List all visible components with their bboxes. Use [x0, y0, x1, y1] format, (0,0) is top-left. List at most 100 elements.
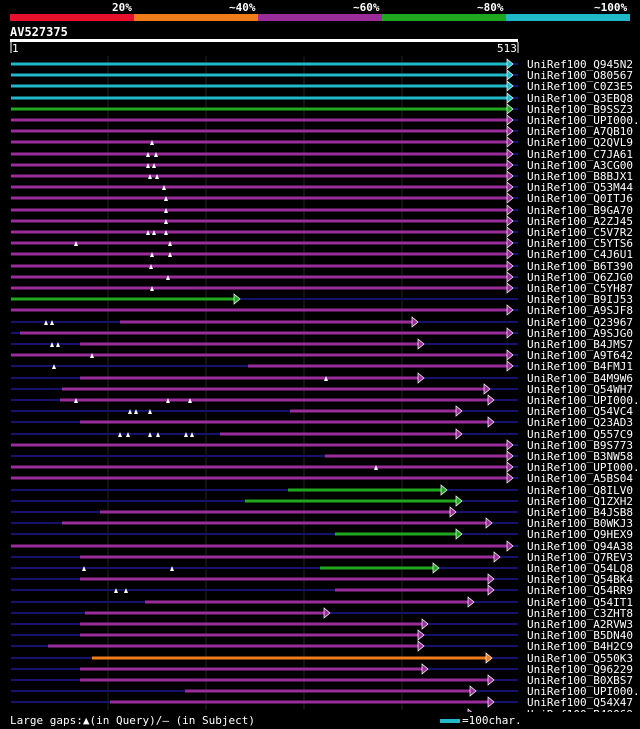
hit-row[interactable]: UniRef100_B6T390	[11, 260, 633, 273]
hit-label[interactable]: UniRef100_B9SSZ3	[527, 103, 633, 116]
hit-label[interactable]: UniRef100_C7JA61	[527, 148, 633, 161]
hit-label[interactable]: UniRef100_B9S773	[527, 439, 633, 452]
hit-row[interactable]: UniRef100_O80567	[11, 69, 633, 82]
hit-row[interactable]: UniRef100_Q2QVL9	[11, 136, 633, 149]
hit-row[interactable]: UniRef100_Q550K3	[11, 652, 633, 665]
hit-label[interactable]: UniRef100_Q54X47	[527, 696, 633, 709]
hit-row[interactable]: UniRef100_Q945N2	[11, 58, 633, 71]
hit-label[interactable]: UniRef100_Q8ILV0	[527, 484, 633, 497]
hit-label[interactable]: UniRef100_Q54RR9	[527, 584, 633, 597]
hit-row[interactable]: UniRef100_Q23967	[11, 316, 633, 329]
hit-row[interactable]: UniRef100_B4M9W6	[11, 372, 633, 385]
hit-row[interactable]: UniRef100_C5YH87	[11, 282, 633, 295]
hit-row[interactable]: UniRef100_Q53M44	[11, 181, 633, 194]
hit-label[interactable]: UniRef100_B4JMS7	[527, 338, 633, 351]
hit-row[interactable]: UniRef100_B5DN40	[11, 629, 633, 642]
hit-label[interactable]: UniRef100_UPI000..	[527, 114, 640, 127]
hit-label[interactable]: UniRef100_B4H2C9	[527, 640, 633, 653]
hit-label[interactable]: UniRef100_C5YTS6	[527, 237, 633, 250]
hit-row[interactable]: UniRef100_B0WKJ3	[11, 517, 633, 530]
hit-label[interactable]: UniRef100_Q557C9	[527, 428, 633, 441]
hit-row[interactable]: UniRef100_C4J6U1	[11, 248, 633, 261]
hit-label[interactable]: UniRef100_Q54IT1	[527, 596, 633, 609]
hit-label[interactable]: UniRef100_A9T642	[527, 349, 633, 362]
hit-label[interactable]: UniRef100_Q3EBQ8	[527, 92, 633, 105]
hit-row[interactable]: UniRef100_B4QQ69	[11, 708, 633, 712]
hit-label[interactable]: UniRef100_A2RVW3	[527, 618, 633, 631]
hit-label[interactable]: UniRef100_A5BS04	[527, 472, 633, 485]
hit-label[interactable]: UniRef100_B9GA70	[527, 204, 633, 217]
hit-row[interactable]: UniRef100_UPI000..	[11, 114, 640, 127]
hit-label[interactable]: UniRef100_B4JSB8	[527, 506, 633, 519]
hit-row[interactable]: UniRef100_B4JSB8	[11, 506, 633, 519]
hit-label[interactable]: UniRef100_B6T390	[527, 260, 633, 273]
hit-label[interactable]: UniRef100_Q945N2	[527, 58, 633, 71]
hit-label[interactable]: UniRef100_C3ZHT8	[527, 607, 633, 620]
hit-row[interactable]: UniRef100_B9SSZ3	[11, 103, 633, 116]
hit-row[interactable]: UniRef100_B8BJX1	[11, 170, 633, 183]
hit-label[interactable]: UniRef100_B3NW58	[527, 450, 633, 463]
hit-label[interactable]: UniRef100_Q54VC4	[527, 405, 633, 418]
hit-label[interactable]: UniRef100_C5V7R2	[527, 226, 633, 239]
hit-row[interactable]: UniRef100_A9T642	[11, 349, 633, 362]
hit-label[interactable]: UniRef100_Q54WH7	[527, 383, 633, 396]
hit-row[interactable]: UniRef100_B3NW58	[11, 450, 633, 463]
hit-label[interactable]: UniRef100_C4J6U1	[527, 248, 633, 261]
hit-label[interactable]: UniRef100_Q23AD3	[527, 416, 633, 429]
hit-label[interactable]: UniRef100_UPI000..	[527, 394, 640, 407]
hit-row[interactable]: UniRef100_A2RVW3	[11, 618, 633, 631]
hit-label[interactable]: UniRef100_A3CG00	[527, 159, 633, 172]
hit-label[interactable]: UniRef100_Q53M44	[527, 181, 633, 194]
hit-label[interactable]: UniRef100_Q6ZJG0	[527, 271, 633, 284]
hit-label[interactable]: UniRef100_Q94A38	[527, 540, 633, 553]
hit-row[interactable]: UniRef100_UPI000..	[11, 461, 640, 474]
hit-label[interactable]: UniRef100_Q2QVL9	[527, 136, 633, 149]
hit-label[interactable]: UniRef100_B4QQ69	[527, 708, 633, 712]
hit-label[interactable]: UniRef100_B8BJX1	[527, 170, 633, 183]
hit-label[interactable]: UniRef100_UPI000..	[527, 461, 640, 474]
hit-row[interactable]: UniRef100_B9S773	[11, 439, 633, 452]
hit-row[interactable]: UniRef100_C7JA61	[11, 148, 633, 161]
hit-label[interactable]: UniRef100_B5DN40	[527, 629, 633, 642]
hit-label[interactable]: UniRef100_B4M9W6	[527, 372, 633, 385]
hit-row[interactable]: UniRef100_A3CG00	[11, 159, 633, 172]
hit-label[interactable]: UniRef100_A7QB10	[527, 125, 633, 138]
hit-row[interactable]: UniRef100_Q54WH7	[11, 383, 633, 396]
hit-row[interactable]: UniRef100_Q6ZJG0	[11, 271, 633, 284]
hit-label[interactable]: UniRef100_C0Z3E5	[527, 80, 633, 93]
hit-label[interactable]: UniRef100_Q9HEX9	[527, 528, 633, 541]
hit-row[interactable]: UniRef100_Q54IT1	[11, 596, 633, 609]
hit-row[interactable]: UniRef100_B4JMS7	[11, 338, 633, 351]
hit-label[interactable]: UniRef100_A9SJF8	[527, 304, 633, 317]
hit-row[interactable]: UniRef100_Q54LQ8	[11, 562, 633, 575]
hit-label[interactable]: UniRef100_B0WKJ3	[527, 517, 633, 530]
hit-label[interactable]: UniRef100_B4FMJ1	[527, 360, 633, 373]
hit-row[interactable]: UniRef100_Q96229	[11, 663, 633, 676]
hit-row[interactable]: UniRef100_Q9HEX9	[11, 528, 633, 541]
hit-row[interactable]: UniRef100_C5YTS6	[11, 237, 633, 250]
hit-label[interactable]: UniRef100_A9SJG0	[527, 327, 633, 340]
hit-row[interactable]: UniRef100_Q8ILV0	[11, 484, 633, 497]
hit-label[interactable]: UniRef100_Q23967	[527, 316, 633, 329]
hit-row[interactable]: UniRef100_UPI000..	[11, 685, 640, 698]
hit-row[interactable]: UniRef100_A2ZJ45	[11, 215, 633, 228]
hit-label[interactable]: UniRef100_Q1ZXH2	[527, 495, 633, 508]
hit-label[interactable]: UniRef100_Q96229	[527, 663, 633, 676]
hit-row[interactable]: UniRef100_Q1ZXH2	[11, 495, 633, 508]
hit-row[interactable]: UniRef100_Q7REV3	[11, 551, 633, 564]
hit-row[interactable]: UniRef100_C5V7R2	[11, 226, 633, 239]
hit-label[interactable]: UniRef100_Q0ITJ6	[527, 192, 633, 205]
hit-row[interactable]: UniRef100_A9SJG0	[11, 327, 633, 340]
hit-row[interactable]: UniRef100_C0Z3E5	[11, 80, 633, 93]
hit-row[interactable]: UniRef100_C3ZHT8	[11, 607, 633, 620]
hit-row[interactable]: UniRef100_Q54X47	[11, 696, 633, 709]
hit-label[interactable]: UniRef100_B0XBS7	[527, 674, 633, 687]
hit-label[interactable]: UniRef100_Q54BK4	[527, 573, 633, 586]
hit-row[interactable]: UniRef100_B9IJ53	[11, 293, 633, 306]
hit-row[interactable]: UniRef100_Q23AD3	[11, 416, 633, 429]
hit-row[interactable]: UniRef100_UPI000..	[11, 394, 640, 407]
hit-row[interactable]: UniRef100_A9SJF8	[11, 304, 633, 317]
hit-row[interactable]: UniRef100_B0XBS7	[11, 674, 633, 687]
hit-row[interactable]: UniRef100_A5BS04	[11, 472, 633, 485]
hit-row[interactable]: UniRef100_Q557C9	[11, 428, 633, 441]
